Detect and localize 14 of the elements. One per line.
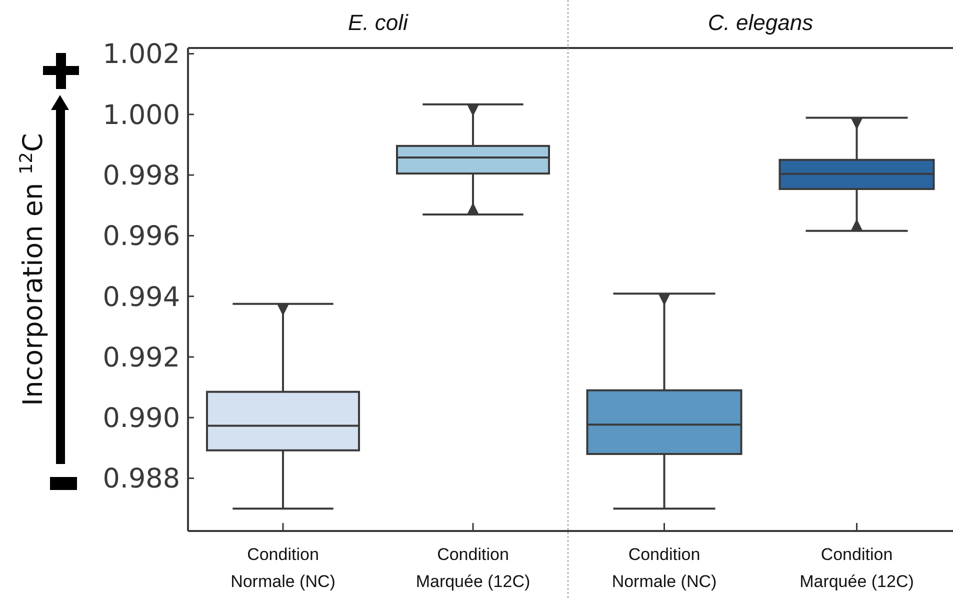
chart-title: E. coli: [348, 10, 410, 35]
y-tick-label: 0.992: [102, 342, 180, 374]
y-tick-label: 0.990: [102, 403, 180, 434]
x-tick-label: Condition Normale (NC): [230, 545, 336, 591]
y-tick-label: 0.988: [102, 464, 180, 495]
x-tick-label: Condition Marquée (12C): [800, 545, 914, 591]
y-tick-label: 0.994: [102, 282, 180, 313]
y-tick-label: 0.996: [102, 221, 180, 252]
x-tick-label: Condition Normale (NC): [612, 545, 717, 591]
y-tick-label: 0.998: [102, 160, 180, 192]
chart-title: C. elegans: [708, 10, 814, 35]
x-tick-label: Condition Marquée (12C): [416, 545, 530, 591]
y-tick-label: 1.000: [102, 100, 180, 131]
y-tick-label: 1.002: [102, 39, 180, 70]
